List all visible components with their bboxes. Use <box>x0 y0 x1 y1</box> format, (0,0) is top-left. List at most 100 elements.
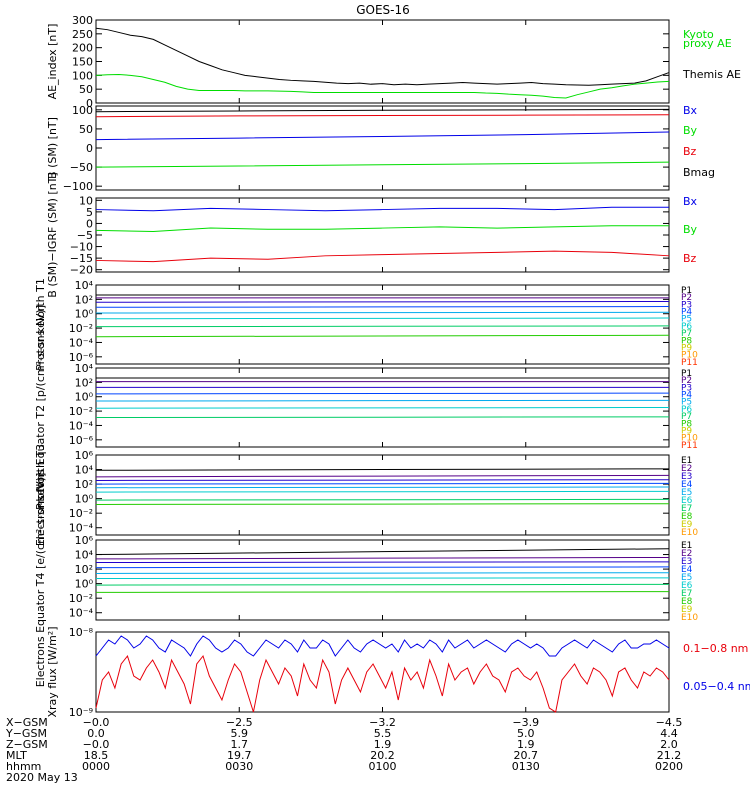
y-tick-label: 10⁶ <box>75 534 94 547</box>
series-line-e2 <box>95 474 670 478</box>
legend-entry: P11 <box>681 358 698 368</box>
legend-entry: By <box>683 124 698 137</box>
y-tick-label: 10⁻² <box>69 592 93 605</box>
legend-entry: P6 <box>681 322 692 332</box>
y-tick-label: 10⁻⁶ <box>69 434 94 447</box>
y-tick-label: 10⁰ <box>75 493 94 506</box>
legend-entry: 0.1−0.8 nm <box>683 642 748 655</box>
series-line-e1 <box>95 548 670 556</box>
y-tick-label: 10⁴ <box>75 362 94 375</box>
y-tick-label: 50 <box>79 123 93 136</box>
series-line-p4 <box>95 306 670 308</box>
y-tick-label: −10 <box>70 241 93 254</box>
footer-value-xgsm: −4.5 <box>656 716 683 729</box>
legend-entry: P1 <box>681 369 692 379</box>
y-tick-label: 200 <box>72 42 93 55</box>
footer-value-mlt: 19.7 <box>227 749 252 762</box>
footer-value-ygsm: 5.5 <box>374 727 392 740</box>
legend-entry: Bmag <box>683 166 715 179</box>
y-tick-label: 10⁻⁴ <box>69 522 94 535</box>
y-tick-label: 10⁰ <box>75 578 94 591</box>
series-line-e8 <box>95 591 670 593</box>
series-line-bz <box>95 250 670 263</box>
y-tick-label: 10⁴ <box>75 279 94 292</box>
page-title: GOES-16 <box>356 3 410 17</box>
legend-entry: Bz <box>683 252 697 265</box>
legend-entry: P9 <box>681 426 692 436</box>
legend-entry: P4 <box>681 308 692 318</box>
y-tick-label: −100 <box>63 180 93 193</box>
y-tick-label: 10⁻⁸ <box>69 626 94 639</box>
y-axis-label: B (SM)−IGRF (SM) [nT] <box>46 172 59 297</box>
legend-entry: P11 <box>681 441 698 451</box>
y-tick-label: −15 <box>70 252 93 265</box>
y-tick-label: 10⁻⁶ <box>69 351 94 364</box>
legend-entry: E2 <box>681 549 692 559</box>
legend-entry: E8 <box>681 512 693 522</box>
panel-frame <box>95 19 670 104</box>
series-line-p4 <box>95 392 670 395</box>
legend-entry: P3 <box>681 383 692 393</box>
footer-value-zgsm: 1.7 <box>231 738 249 751</box>
y-tick-label: 5 <box>86 206 93 219</box>
series-line-bmag <box>95 108 670 113</box>
y-tick-label: 10⁻⁴ <box>69 607 94 620</box>
y-tick-label: 10² <box>75 376 93 389</box>
footer-value-xgsm: −3.9 <box>512 716 539 729</box>
footer-value-ygsm: 5.9 <box>231 727 249 740</box>
series-line-bx <box>95 131 670 141</box>
panel-bsm: −100 −50 0 50 100 B (SM) [nT] Bx By Bz Bmag <box>46 104 715 193</box>
y-tick-label: 0 <box>86 217 93 230</box>
series-line-e6 <box>95 577 670 580</box>
legend-entry: E1 <box>681 456 692 466</box>
legend-entry: P10 <box>681 351 698 361</box>
y-tick-label: 50 <box>79 83 93 96</box>
series-line-bx <box>95 206 669 212</box>
series-line-p5 <box>95 311 670 314</box>
series-line-p5 <box>95 399 670 402</box>
y-axis-label: AE_index [nT] <box>46 24 59 100</box>
legend-entry: E4 <box>681 565 693 575</box>
y-tick-label: 0 <box>86 142 93 155</box>
legend-entry: P9 <box>681 343 692 353</box>
series-line-p6 <box>95 407 670 409</box>
y-tick-label: 10⁴ <box>75 464 94 477</box>
legend-entry: P2 <box>681 293 692 303</box>
series-line-e5 <box>95 572 670 574</box>
legend-entry: P8 <box>681 419 692 429</box>
y-tick-label: 10⁻⁴ <box>69 336 94 349</box>
footer-value-hhmm: 0130 <box>512 760 540 773</box>
footer-label: MLT <box>6 749 27 762</box>
series-line-e5 <box>95 486 670 489</box>
y-tick-label: 10² <box>75 563 93 576</box>
series-line-e3 <box>95 561 670 564</box>
legend-entry: E4 <box>681 480 693 490</box>
series-line-kyoto-proxy-ae <box>95 74 670 99</box>
legend-entry: E2 <box>681 464 692 474</box>
panel-frame <box>95 105 670 191</box>
series-line-bz <box>95 114 670 118</box>
series-line-by <box>95 161 670 168</box>
series-line-p7 <box>95 325 670 328</box>
footer-value-mlt: 20.7 <box>514 749 539 762</box>
legend-entry: Themis AE <box>682 68 741 81</box>
y-tick-label: −20 <box>70 264 93 277</box>
footer-value-mlt: 20.2 <box>370 749 395 762</box>
legend-entry: E3 <box>681 472 692 482</box>
y-axis-label: Protons Equator T2 [p/(cm²-s-sr-keV)] <box>34 305 47 510</box>
legend-entry: P7 <box>681 412 692 422</box>
panel-frame <box>95 454 670 536</box>
footer-label: Z−GSM <box>6 738 48 751</box>
series-line-p8 <box>95 334 670 338</box>
legend-entry: proxy AE <box>683 37 732 50</box>
legend-entry: Kyoto <box>683 28 714 41</box>
series-line-by <box>95 225 669 233</box>
y-tick-label: 10 <box>79 194 93 207</box>
series-line-e6 <box>95 490 670 493</box>
y-tick-label: 10⁻² <box>69 405 93 418</box>
